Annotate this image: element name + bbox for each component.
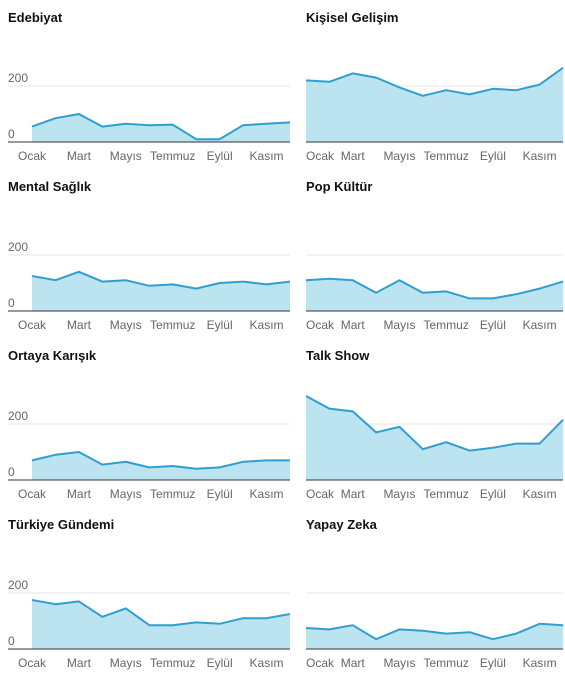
x-tick-label: Mart [67, 318, 92, 332]
chart-panel-kisisel-gelisim: Kişisel Gelişim Ocak Mart Mayıs Temmuz Eylül… [300, 0, 565, 169]
chart-title: Talk Show [306, 348, 370, 363]
x-tick-label: Eylül [207, 487, 233, 501]
area-fill [32, 600, 290, 649]
series-line [305, 395, 564, 452]
chart-area-plot: 0 200 Ocak Mart Mayıs Temmuz Eylül Kasım [8, 240, 291, 332]
x-tick-label: Ocak [306, 656, 335, 670]
y-tick-label: 200 [8, 71, 28, 85]
x-tick-label: Mayıs [383, 318, 415, 332]
x-tick-label: Kasım [523, 487, 557, 501]
series-line [305, 622, 564, 641]
series-line [305, 66, 564, 97]
chart-panel-yapay-zeka: Yapay Zeka Ocak Mart Mayıs Temmuz Eylül Kasım [300, 507, 565, 676]
y-tick-label: 200 [8, 578, 28, 592]
x-tick-label: Eylül [207, 149, 233, 163]
y-tick-label: 0 [8, 127, 15, 141]
chart-panel-mental-saglik: Mental Sağlık 0 200 Ocak Mart Mayıs Temmuz Eyl… [0, 169, 291, 338]
x-tick-label: Kasım [523, 149, 557, 163]
series-line [31, 270, 291, 290]
y-tick-label: 200 [8, 240, 28, 254]
area-fill [306, 278, 563, 311]
y-tick-label: 200 [8, 409, 28, 423]
x-tick-label: Kasım [250, 487, 284, 501]
x-tick-label: Temmuz [424, 318, 469, 332]
x-tick-label: Temmuz [150, 318, 195, 332]
chart-area-plot: 0 200 Ocak Mart Mayıs Temmuz Eylül Kasım [8, 409, 290, 501]
x-tick-label: Ocak [18, 656, 47, 670]
x-tick-label: Kasım [523, 318, 557, 332]
area-fill [306, 623, 563, 649]
x-tick-label: Mart [67, 487, 92, 501]
x-tick-label: Mayıs [110, 656, 142, 670]
x-tick-label: Temmuz [424, 656, 469, 670]
chart-title: Mental Sağlık [8, 179, 92, 194]
chart-area-plot: 0 200 Ocak Mart Mayıs Temmuz Eylül Kasım [8, 71, 291, 163]
x-tick-label: Mart [67, 656, 92, 670]
y-tick-label: 0 [8, 465, 15, 479]
x-tick-label: Mart [341, 318, 366, 332]
chart-panel-ortaya-karisik: Ortaya Karışık 0 200 Ocak Mart Mayıs Temmuz Ey… [0, 338, 290, 507]
series-line [31, 451, 290, 470]
chart-area-plot: Ocak Mart Mayıs Temmuz Eylül Kasım [305, 66, 564, 163]
x-tick-label: Mart [67, 149, 92, 163]
x-tick-label: Ocak [18, 487, 47, 501]
x-tick-label: Eylül [207, 656, 233, 670]
chart-title: Yapay Zeka [306, 517, 377, 532]
chart-title: Edebiyat [8, 10, 63, 25]
chart-panel-pop-kultur: Pop Kültür Ocak Mart Mayıs Temmuz Eylül Kasım [300, 169, 565, 338]
series-line [31, 113, 291, 141]
x-tick-label: Mart [341, 487, 366, 501]
x-tick-label: Ocak [18, 318, 47, 332]
chart-panel-talk-show: Talk Show Ocak Mart Mayıs Temmuz Eylül Kasım [300, 338, 565, 507]
series-line [305, 277, 564, 300]
chart-area-plot: Ocak Mart Mayıs Temmuz Eylül Kasım [305, 395, 564, 501]
x-tick-label: Temmuz [424, 487, 469, 501]
x-tick-label: Mart [341, 656, 366, 670]
x-tick-label: Mayıs [110, 487, 142, 501]
x-tick-label: Ocak [306, 487, 335, 501]
x-tick-label: Temmuz [424, 149, 469, 163]
chart-area-plot: Ocak Mart Mayıs Temmuz Eylül Kasım [305, 592, 564, 670]
chart-panel-turkiye-gundemi: Türkiye Gündemi 0 200 Ocak Mart Mayıs Temmuz E… [0, 507, 291, 676]
chart-panel-edebiyat: Edebiyat 0 200 Ocak Mart Mayıs Temmuz Eylül Kas… [0, 0, 291, 169]
chart-title: Türkiye Gündemi [8, 517, 115, 532]
x-tick-label: Eylül [207, 318, 233, 332]
x-tick-label: Temmuz [150, 149, 195, 163]
area-fill [306, 396, 563, 480]
x-tick-label: Ocak [306, 149, 335, 163]
x-tick-label: Mart [341, 149, 366, 163]
x-tick-label: Ocak [18, 149, 47, 163]
x-tick-label: Kasım [523, 656, 557, 670]
x-tick-label: Eylül [480, 149, 506, 163]
x-tick-label: Mayıs [383, 656, 415, 670]
x-tick-label: Temmuz [150, 487, 195, 501]
area-fill [32, 114, 290, 142]
x-tick-label: Ocak [306, 318, 335, 332]
x-tick-label: Kasım [250, 656, 284, 670]
chart-area-plot: Ocak Mart Mayıs Temmuz Eylül Kasım [305, 254, 564, 332]
x-tick-label: Mayıs [383, 487, 415, 501]
x-tick-label: Mayıs [110, 149, 142, 163]
chart-title: Pop Kültür [306, 179, 373, 194]
x-tick-label: Eylül [480, 487, 506, 501]
area-fill [32, 271, 290, 311]
chart-title: Kişisel Gelişim [306, 10, 399, 25]
x-tick-label: Eylül [480, 318, 506, 332]
x-tick-label: Eylül [480, 656, 506, 670]
y-tick-label: 0 [8, 296, 15, 310]
chart-title: Ortaya Karışık [8, 348, 97, 363]
x-tick-label: Kasım [250, 318, 284, 332]
x-tick-label: Mayıs [110, 318, 142, 332]
x-tick-label: Kasım [250, 149, 284, 163]
y-tick-label: 0 [8, 634, 15, 648]
x-tick-label: Temmuz [150, 656, 195, 670]
series-line [31, 599, 291, 627]
area-fill [306, 67, 563, 142]
area-fill [32, 452, 290, 480]
chart-area-plot: 0 200 Ocak Mart Mayıs Temmuz Eylül Kasım [8, 578, 291, 670]
x-tick-label: Mayıs [383, 149, 415, 163]
